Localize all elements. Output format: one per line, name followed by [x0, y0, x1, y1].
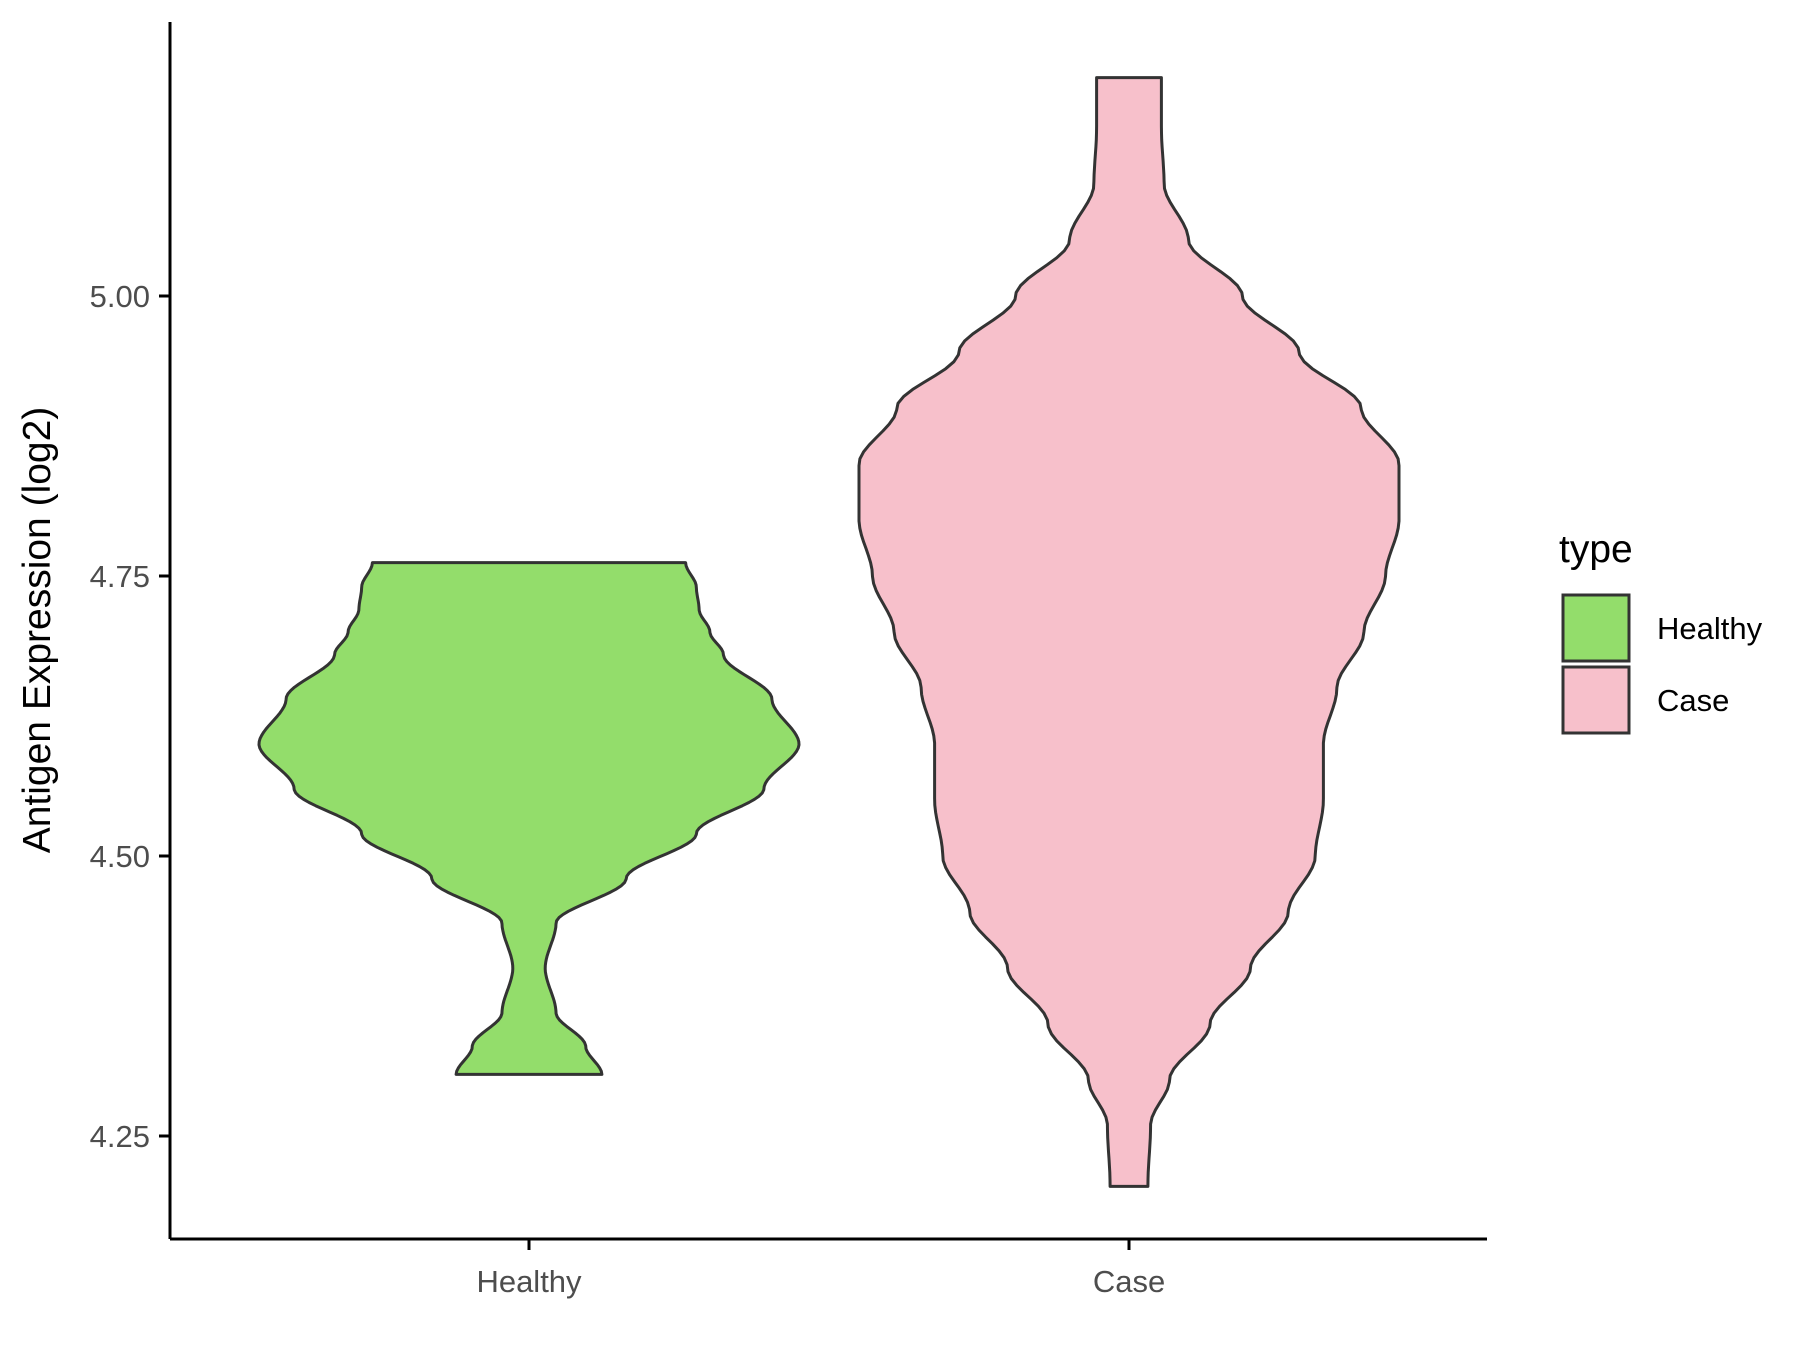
legend-label-case: Case — [1657, 683, 1729, 718]
violin-case — [857, 76, 1401, 1188]
axes — [168, 22, 1487, 1241]
violin-healthy — [257, 561, 801, 1076]
y-tick-label: 4.75 — [90, 559, 150, 594]
legend-swatch-healthy — [1561, 593, 1631, 663]
legend-label-healthy: Healthy — [1657, 611, 1763, 646]
x-ticks: Healthy Case — [476, 1239, 1165, 1299]
x-tick-label: Case — [1093, 1264, 1165, 1299]
y-tick-label: 4.25 — [90, 1119, 150, 1154]
y-tick-label: 5.00 — [90, 279, 150, 314]
x-tick-label: Healthy — [476, 1264, 582, 1299]
y-axis-title: Antigen Expression (log2) — [16, 407, 59, 854]
y-tick-label: 4.50 — [90, 839, 150, 874]
legend-swatch-case — [1561, 665, 1631, 735]
legend-title: type — [1559, 528, 1633, 571]
legend: type Healthy Case — [1559, 528, 1763, 735]
violin-layer — [257, 76, 1401, 1188]
y-ticks: 4.25 4.50 4.75 5.00 — [90, 279, 170, 1154]
